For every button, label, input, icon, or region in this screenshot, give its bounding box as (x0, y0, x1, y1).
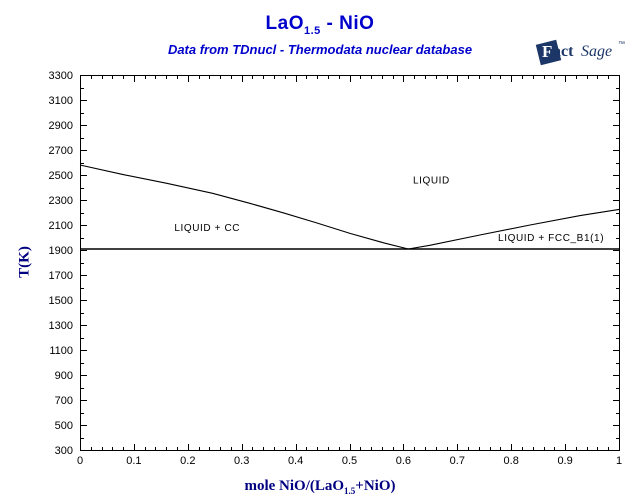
chart-title-tail: - NiO (320, 13, 375, 34)
x-tick-label: 0.4 (288, 455, 303, 467)
plot-border (80, 75, 620, 451)
y-tick-label: 1900 (49, 245, 73, 257)
y-tick-label: 2300 (49, 195, 73, 207)
y-tick-label: 500 (55, 420, 73, 432)
x-tick-label: 0.5 (342, 455, 357, 467)
x-tick-label: 0.2 (180, 455, 195, 467)
factsage-logo-f: F (542, 42, 553, 61)
trademark-symbol: ™ (618, 41, 625, 48)
y-tick-label: 2900 (49, 120, 73, 132)
y-tick-label: 1700 (49, 270, 73, 282)
y-tick-label: 1500 (49, 295, 73, 307)
x-axis-title-main: mole NiO/(LaO (244, 478, 345, 494)
y-tick-label: 300 (55, 445, 73, 457)
chart-title-subscript: 1.5 (303, 24, 321, 37)
factsage-logo: F act Sage ™ (535, 39, 633, 67)
x-axis-title: mole NiO/(LaO1.5+NiO) (0, 478, 640, 496)
y-tick-label: 1300 (49, 320, 73, 332)
chart-title: LaO1.5 - NiO (0, 13, 640, 37)
x-tick-label: 0.6 (396, 455, 411, 467)
x-tick-label: 0.8 (504, 455, 519, 467)
x-axis-title-subscript: 1.5 (344, 486, 356, 496)
region-label: LIQUID + CC (174, 223, 240, 234)
x-tick-label: 1 (616, 455, 622, 467)
x-tick-label: 0 (77, 455, 83, 467)
region-label: LIQUID (413, 176, 450, 187)
y-tick-label: 2500 (49, 170, 73, 182)
x-tick-label: 0.3 (234, 455, 249, 467)
chart-subtitle: Data from TDnucl - Thermodata nuclear da… (167, 42, 473, 57)
y-tick-label: 900 (55, 370, 73, 382)
y-tick-label: 1100 (49, 345, 73, 357)
x-tick-label: 0.9 (557, 455, 572, 467)
factsage-logo-act: act (553, 43, 574, 60)
x-tick-label: 0.1 (126, 455, 141, 467)
region-label: LIQUID + FCC_B1(1) (498, 233, 604, 244)
chart-title-main: LaO (265, 13, 304, 34)
y-tick-label: 3300 (49, 70, 73, 82)
liquidus-curve (79, 164, 620, 250)
factsage-logo-sage: Sage (581, 43, 613, 60)
x-tick-label: 0.7 (450, 455, 465, 467)
y-tick-label: 2700 (49, 145, 73, 157)
x-axis-title-tail: +NiO) (355, 478, 396, 494)
y-tick-label: 700 (55, 395, 73, 407)
y-tick-label: 2100 (49, 220, 73, 232)
y-tick-label: 3100 (49, 95, 73, 107)
